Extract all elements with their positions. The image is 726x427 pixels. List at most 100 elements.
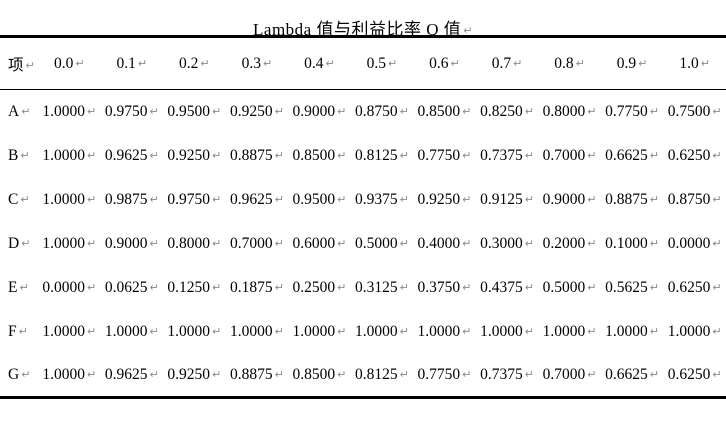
column-header-cell: 0.3 ↵ (226, 37, 289, 90)
value-cell: 0.7375 ↵ (476, 354, 539, 398)
value-cell: 0.8875 ↵ (226, 354, 289, 398)
end-of-cell-mark: ↵ (399, 192, 409, 206)
value-cell: 0.9250 ↵ (226, 90, 289, 134)
end-of-cell-mark: ↵ (399, 367, 409, 381)
value-cell: 0.6250 ↵ (663, 354, 726, 398)
row-label-cell: E ↵ (0, 266, 38, 310)
value-cell: 0.7750 ↵ (601, 90, 664, 134)
end-of-cell-mark: ↵ (462, 280, 472, 294)
cell-text: C (8, 190, 19, 208)
end-of-cell-mark: ↵ (18, 324, 28, 338)
end-of-cell-mark: ↵ (462, 192, 472, 206)
end-of-cell-mark: ↵ (274, 104, 284, 118)
end-of-cell-mark: ↵ (337, 192, 347, 206)
table-body: A ↵ 1.0000 ↵ 0.9750 ↵ 0.9500 ↵ 0.9250 ↵ 0.9000 ↵ 0.8… (0, 90, 726, 398)
cell-text: 0.9500 (167, 102, 211, 120)
end-of-cell-mark: ↵ (388, 56, 398, 70)
end-of-cell-mark: ↵ (712, 367, 722, 381)
cell-text: 1.0000 (42, 365, 85, 383)
value-cell: 1.0000 ↵ (38, 90, 101, 134)
cell-text: 0.6250 (667, 365, 711, 383)
end-of-cell-mark: ↵ (337, 280, 347, 294)
table-row: A ↵ 1.0000 ↵ 0.9750 ↵ 0.9500 ↵ 0.9250 ↵ 0.9000 ↵ 0.8… (0, 90, 726, 134)
value-cell: 0.6625 ↵ (601, 354, 664, 398)
cell-text: 0.2 (179, 54, 199, 72)
cell-text: 0.7750 (605, 102, 648, 120)
cell-text: 0.9125 (480, 190, 523, 208)
cell-text: 1.0000 (355, 322, 398, 340)
end-of-cell-mark: ↵ (212, 104, 222, 118)
value-cell: 1.0000 ↵ (538, 310, 601, 354)
lambda-q-table: 项 ↵ 0.0 ↵ 0.1 ↵ 0.2 ↵ 0.3 ↵ 0.4 ↵ 0.5 ↵ 0.6 ↵ 0.7 ↵ 0.8 ↵ 0.… (0, 35, 726, 399)
value-cell: 0.7750 ↵ (413, 134, 476, 178)
end-of-cell-mark: ↵ (86, 280, 97, 294)
cell-text: 0.8875 (229, 365, 273, 383)
cell-text: 0.8750 (355, 102, 398, 120)
cell-text: 0.7375 (480, 146, 523, 164)
value-cell: 0.3000 ↵ (476, 222, 539, 266)
cell-text: 0.8500 (292, 365, 336, 383)
cell-text: 1.0000 (42, 190, 85, 208)
end-of-cell-mark: ↵ (587, 236, 597, 250)
end-of-cell-mark: ↵ (649, 236, 659, 250)
table-row: B ↵ 1.0000 ↵ 0.9625 ↵ 0.9250 ↵ 0.8875 ↵ 0.8500 ↵ 0.8… (0, 134, 726, 178)
value-cell: 0.7000 ↵ (538, 354, 601, 398)
cell-text: 0.9375 (355, 190, 398, 208)
column-header-cell: 0.6 ↵ (413, 37, 476, 90)
header-row: 项 ↵ 0.0 ↵ 0.1 ↵ 0.2 ↵ 0.3 ↵ 0.4 ↵ 0.5 ↵ 0.6 ↵ 0.7 ↵ 0.8 ↵ 0.… (0, 37, 726, 90)
column-header-cell: 0.9 ↵ (601, 37, 664, 90)
value-cell: 0.4375 ↵ (476, 266, 539, 310)
cell-text: 0.6250 (667, 146, 711, 164)
paragraph-mark: ↵ (463, 24, 473, 37)
cell-text: 0.2500 (292, 278, 336, 296)
column-header-cell: 0.7 ↵ (476, 37, 539, 90)
end-of-cell-mark: ↵ (212, 324, 222, 338)
cell-text: 1.0 (679, 54, 699, 72)
end-of-cell-mark: ↵ (462, 324, 472, 338)
end-of-cell-mark: ↵ (337, 324, 347, 338)
value-cell: 0.9625 ↵ (226, 178, 289, 222)
value-cell: 0.8000 ↵ (163, 222, 226, 266)
value-cell: 0.1875 ↵ (226, 266, 289, 310)
cell-text: 0.7750 (417, 365, 461, 383)
cell-text: 0.9625 (104, 365, 148, 383)
value-cell: 1.0000 ↵ (38, 310, 101, 354)
table-title: Lambda 值与利益比率 Q 值 ↵ (0, 0, 726, 39)
end-of-cell-mark: ↵ (462, 236, 472, 250)
end-of-cell-mark: ↵ (149, 236, 159, 250)
end-of-cell-mark: ↵ (587, 367, 597, 381)
column-header-cell: 0.5 ↵ (351, 37, 414, 90)
value-cell: 0.9875 ↵ (101, 178, 164, 222)
cell-text: 0.4 (304, 54, 324, 72)
cell-text: 0.5625 (605, 278, 648, 296)
row-label-cell: C ↵ (0, 178, 38, 222)
cell-text: 0.7000 (542, 365, 586, 383)
value-cell: 0.2500 ↵ (288, 266, 351, 310)
cell-text: 0.8125 (355, 146, 398, 164)
cell-text: 0.0000 (42, 278, 85, 296)
cell-text: 0.7375 (480, 365, 523, 383)
end-of-cell-mark: ↵ (19, 280, 29, 294)
value-cell: 0.9000 ↵ (538, 178, 601, 222)
value-cell: 0.1000 ↵ (601, 222, 664, 266)
cell-text: 0.7500 (667, 102, 711, 120)
end-of-cell-mark: ↵ (712, 324, 722, 338)
end-of-cell-mark: ↵ (262, 56, 273, 70)
cell-text: 1.0000 (292, 322, 336, 340)
end-of-cell-mark: ↵ (25, 58, 35, 72)
end-of-cell-mark: ↵ (337, 367, 347, 381)
end-of-cell-mark: ↵ (649, 104, 659, 118)
value-cell: 0.9000 ↵ (101, 222, 164, 266)
cell-text: 0.8125 (355, 365, 398, 383)
cell-text: 0.9000 (292, 102, 336, 120)
value-cell: 0.9125 ↵ (476, 178, 539, 222)
cell-text: 0.1875 (229, 278, 273, 296)
end-of-cell-mark: ↵ (86, 192, 97, 206)
end-of-cell-mark: ↵ (149, 148, 159, 162)
end-of-cell-mark: ↵ (21, 367, 31, 381)
value-cell: 1.0000 ↵ (163, 310, 226, 354)
value-cell: 0.3750 ↵ (413, 266, 476, 310)
end-of-cell-mark: ↵ (86, 324, 97, 338)
end-of-cell-mark: ↵ (399, 280, 409, 294)
row-label-cell: A ↵ (0, 90, 38, 134)
